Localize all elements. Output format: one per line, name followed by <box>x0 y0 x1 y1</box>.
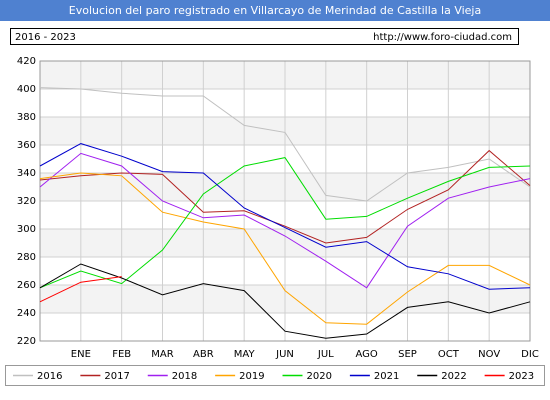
legend-box <box>5 365 545 386</box>
title-bar <box>0 0 550 21</box>
series-line <box>39 149 531 244</box>
source: http://www.foro-ciudad.com <box>373 32 512 43</box>
legend-label: 2022 <box>441 371 466 382</box>
x-tick-label: NOV <box>478 349 500 360</box>
subtitle-box <box>10 28 519 45</box>
x-tick-label: ENE <box>71 349 91 360</box>
series-line <box>39 157 531 289</box>
y-tick-label: 420 <box>17 56 36 67</box>
legend-label: 2020 <box>307 371 332 382</box>
legend-label: 2017 <box>104 371 129 382</box>
series-line <box>39 276 122 303</box>
x-tick-label: MAR <box>151 349 173 360</box>
y-tick-label: 220 <box>17 336 36 347</box>
legend-label: 2018 <box>172 371 197 382</box>
x-tick-label: SEP <box>398 349 417 360</box>
series-line <box>39 143 531 290</box>
series-line <box>39 263 531 339</box>
x-tick-label: AGO <box>356 349 378 360</box>
x-tick-label: ABR <box>193 349 214 360</box>
y-tick-label: 380 <box>17 112 36 123</box>
legend-label: 2021 <box>374 371 399 382</box>
subtitle: 2016 - 2023 <box>15 32 76 43</box>
series-line <box>39 172 531 325</box>
x-tick-label: FEB <box>112 349 131 360</box>
x-tick-label: OCT <box>438 349 460 360</box>
legend-label: 2019 <box>239 371 264 382</box>
x-tick-label: DIC <box>521 349 539 360</box>
series-line <box>39 87 531 202</box>
y-tick-label: 340 <box>17 168 36 179</box>
x-tick-label: MAY <box>234 349 256 360</box>
chart-title: Evolucion del paro registrado en Villarc… <box>69 4 481 17</box>
series-line <box>39 152 531 289</box>
legend-label: 2016 <box>37 371 62 382</box>
y-tick-label: 280 <box>17 252 36 263</box>
y-tick-label: 360 <box>17 140 36 151</box>
plot-frame <box>39 60 531 342</box>
y-tick-label: 400 <box>17 84 36 95</box>
legend-label: 2023 <box>509 371 534 382</box>
y-tick-label: 260 <box>17 280 36 291</box>
y-tick-label: 300 <box>17 224 36 235</box>
x-tick-label: JUN <box>275 349 294 360</box>
y-tick-label: 240 <box>17 308 36 319</box>
x-tick-label: JUL <box>317 349 334 360</box>
y-tick-label: 320 <box>17 196 36 207</box>
